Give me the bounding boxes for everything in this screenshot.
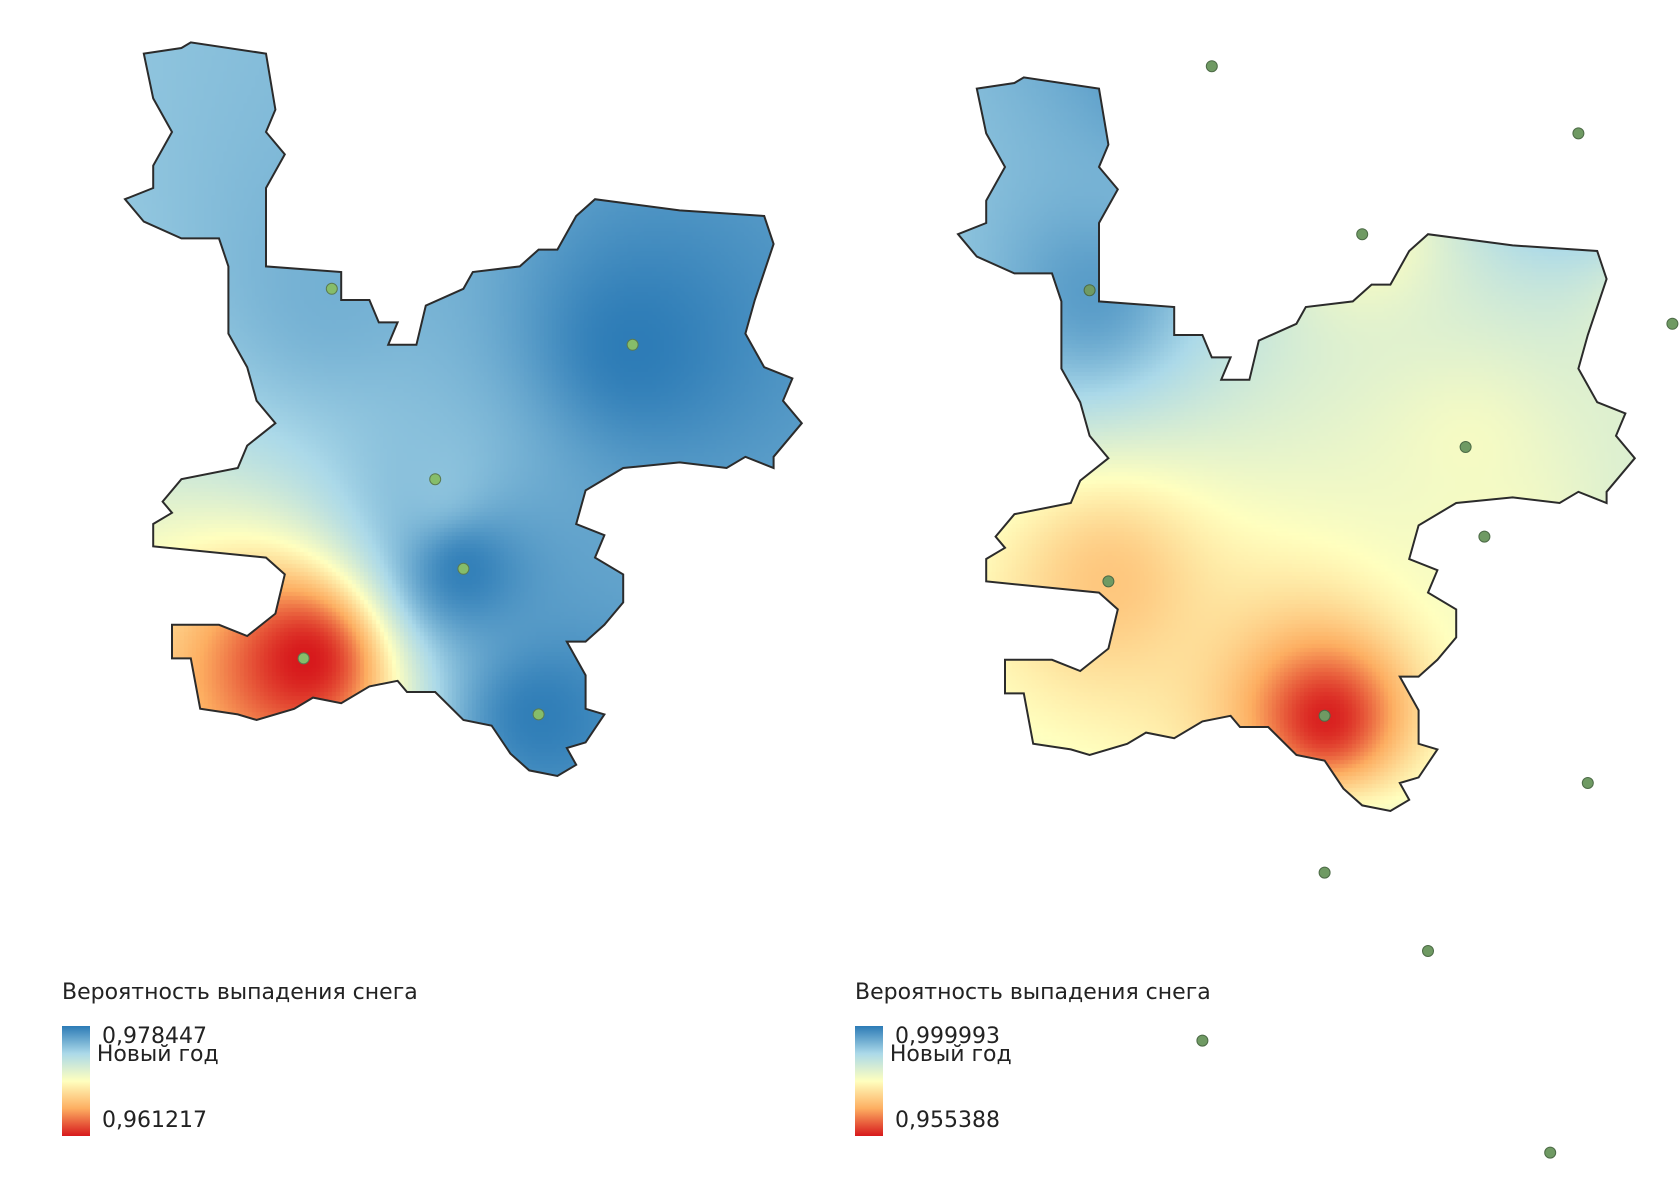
legend-max-value: 0,999993 <box>895 1024 1000 1049</box>
region-outline-right <box>956 76 1637 813</box>
stations-left <box>297 282 639 721</box>
station-point <box>297 652 310 665</box>
legend-title-line1: Вероятность выпадения снега <box>62 980 418 1005</box>
legend-title-line2: на Новый год <box>62 1042 219 1067</box>
station-point <box>1318 709 1331 722</box>
station-point <box>1572 127 1585 140</box>
stations-right <box>1083 60 1679 1159</box>
station-point <box>532 708 545 721</box>
legend-color-ramp <box>855 1026 883 1136</box>
station-point <box>1544 1146 1557 1159</box>
station-point <box>1102 575 1115 588</box>
legend-title: Вероятность выпадения снега на Новый год <box>855 946 1275 1101</box>
station-point <box>626 338 639 351</box>
station-point <box>1083 284 1096 297</box>
legend-left: Вероятность выпадения снега на Новый год… <box>62 946 482 1146</box>
station-point <box>325 282 338 295</box>
legend-right: Вероятность выпадения снега на Новый год… <box>855 946 1275 1146</box>
legend-max-value: 0,978447 <box>102 1024 207 1049</box>
station-point <box>457 562 470 575</box>
station-point <box>1196 1034 1209 1047</box>
station-point <box>429 473 442 486</box>
station-point <box>1422 945 1434 957</box>
legend-title-line1: Вероятность выпадения снега <box>855 980 1211 1005</box>
legend-title: Вероятность выпадения снега на Новый год <box>62 946 482 1101</box>
legend-color-ramp <box>62 1026 90 1136</box>
legend-min-value: 0,955388 <box>895 1108 1000 1133</box>
region-outline-left <box>123 41 804 778</box>
station-point <box>1205 60 1218 73</box>
station-point <box>1666 317 1679 330</box>
station-point <box>1478 530 1491 543</box>
station-point <box>1318 866 1331 879</box>
legend-min-value: 0,961217 <box>102 1108 207 1133</box>
station-point <box>1581 777 1594 789</box>
station-point <box>1459 441 1472 453</box>
station-point <box>1356 228 1369 241</box>
